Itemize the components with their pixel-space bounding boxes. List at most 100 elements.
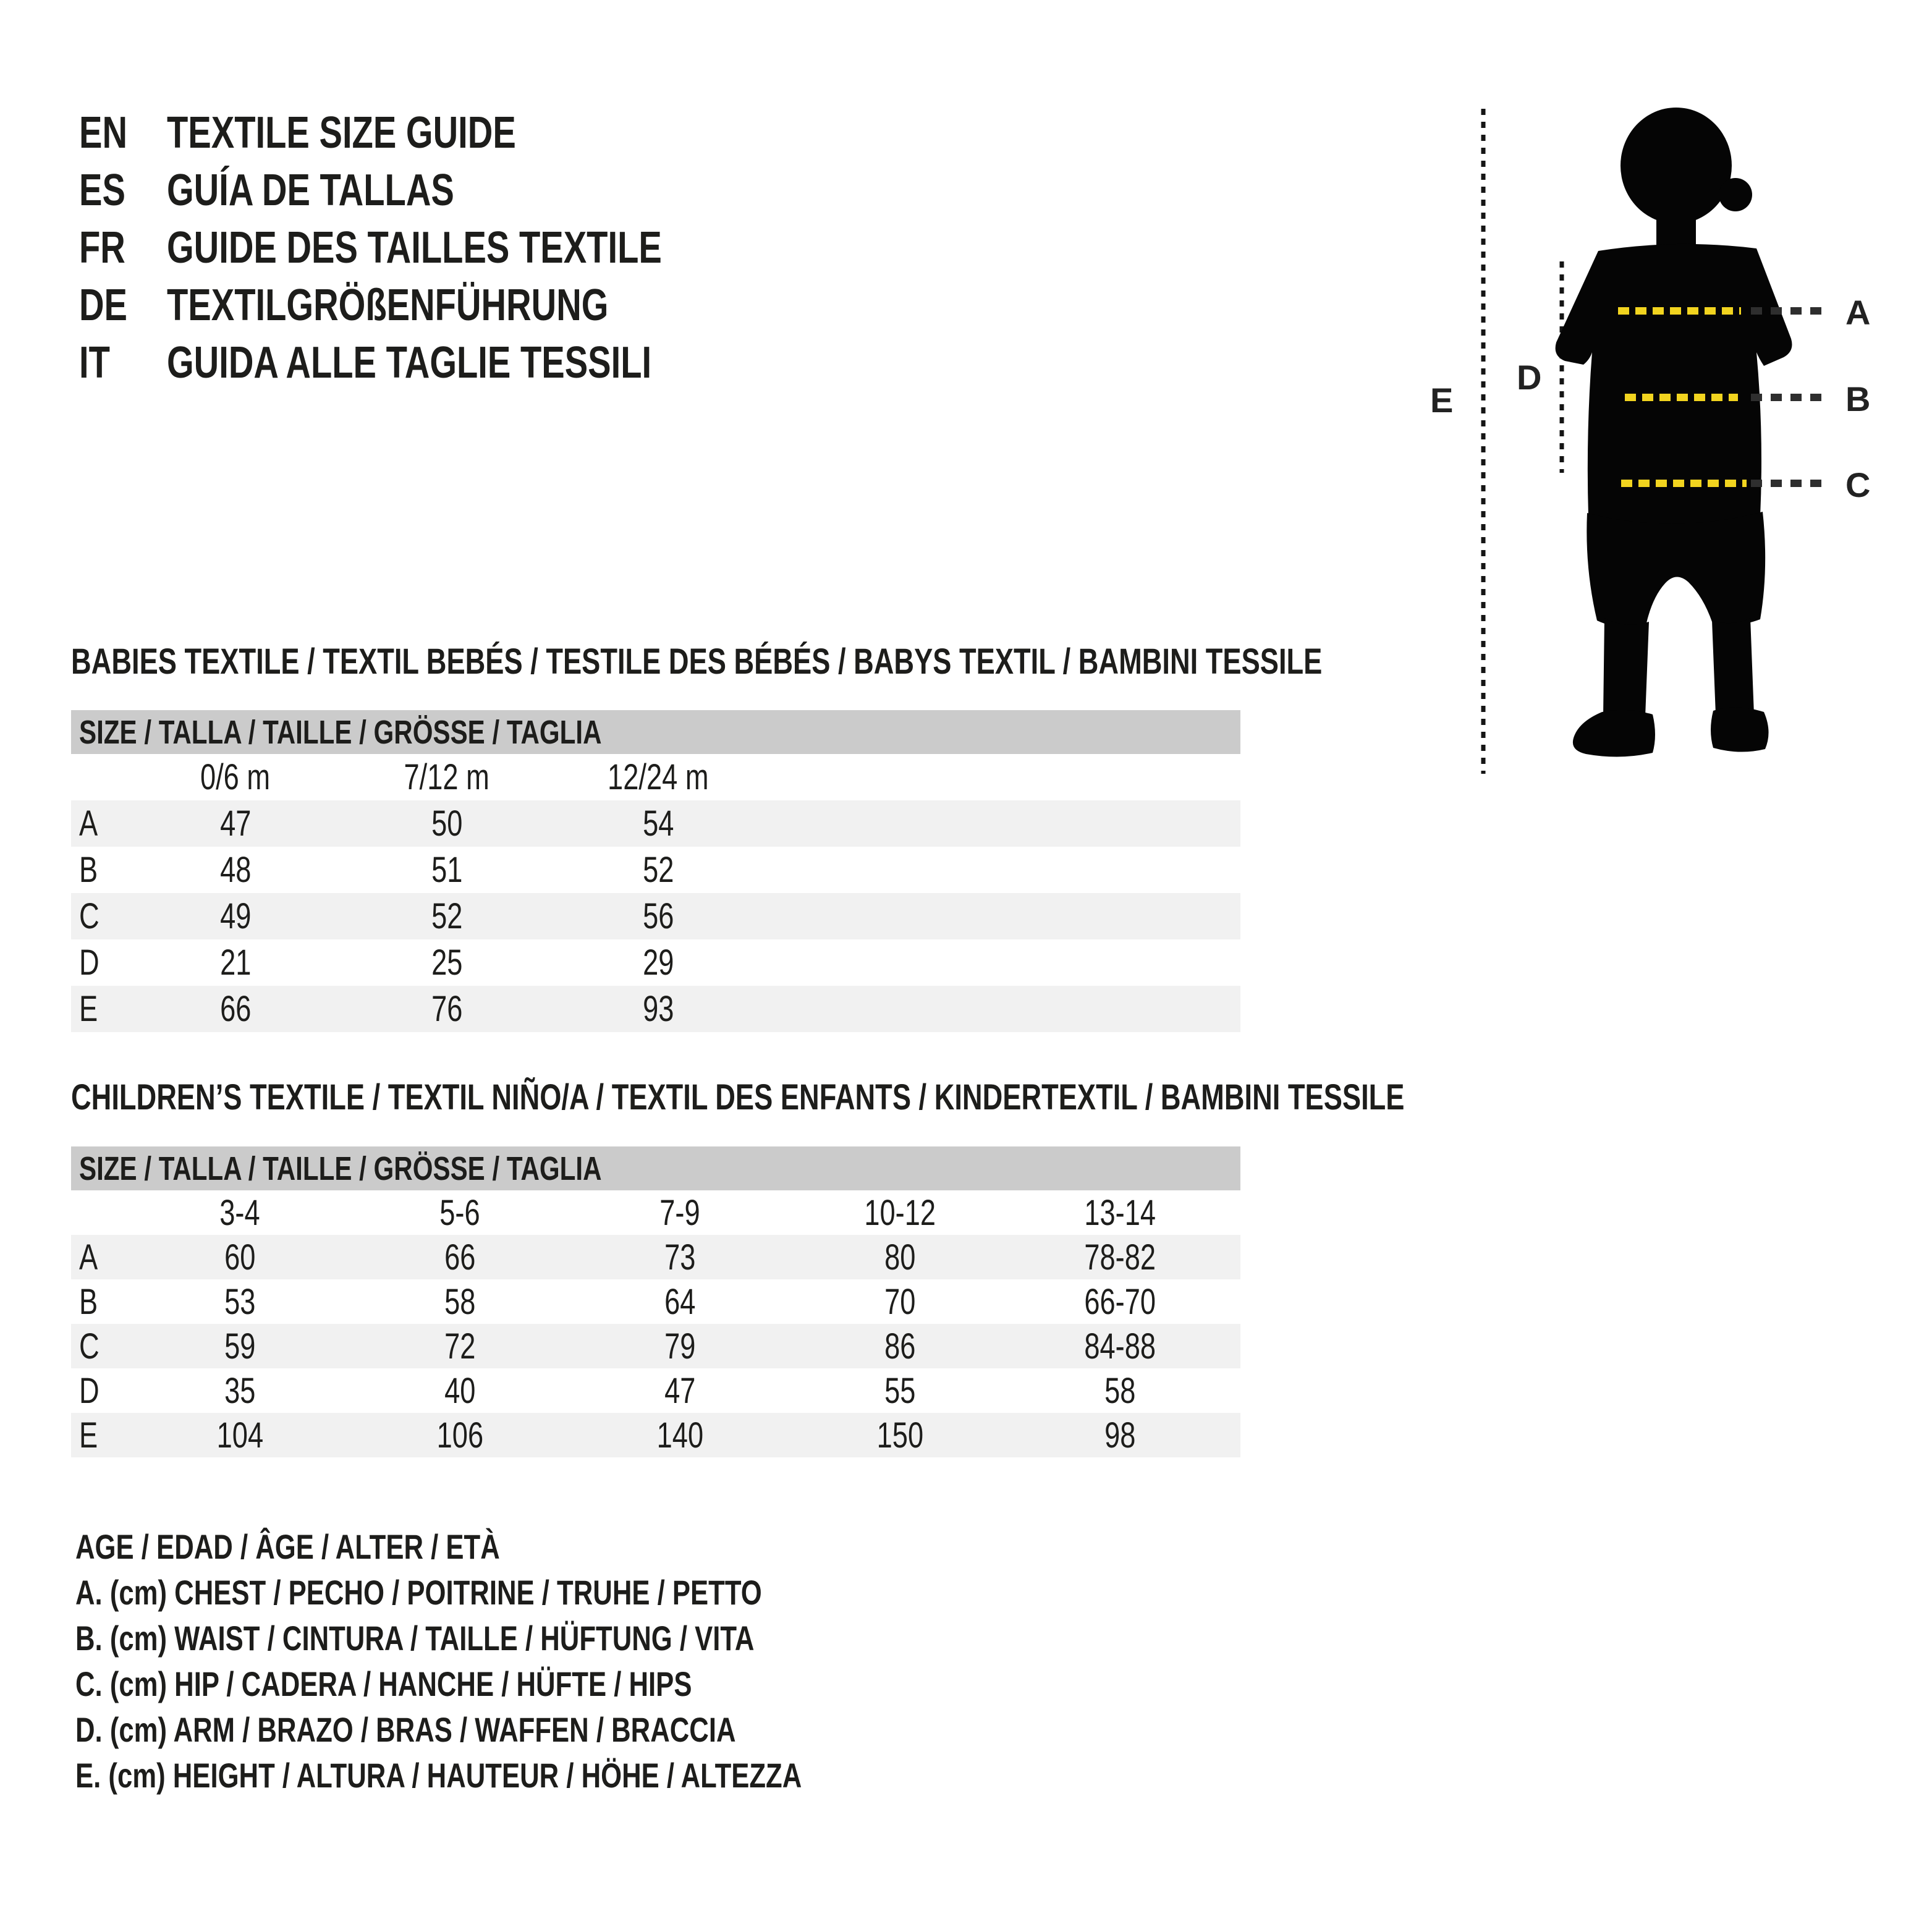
- left-shoe: [1572, 710, 1655, 757]
- table-row: B 48 51 52: [71, 847, 1240, 893]
- page-title-es: GUÍA DE TALLAS: [167, 165, 454, 215]
- hip-label: C: [1845, 465, 1870, 504]
- cell: 73: [664, 1237, 696, 1277]
- table-row: C 49 52 56: [71, 893, 1240, 939]
- language-row-en: EN TEXTILE SIZE GUIDE: [79, 104, 802, 161]
- table-row: D 35 40 47 55 58: [71, 1368, 1240, 1413]
- cell: 79: [664, 1326, 696, 1366]
- cell: 52: [431, 896, 463, 936]
- cell: 40: [444, 1370, 476, 1411]
- legend-waist: B. (cm) WAIST / CINTURA / TAILLE / HÜFTU…: [75, 1619, 755, 1658]
- cell: 98: [1104, 1415, 1136, 1455]
- cell: 51: [431, 850, 463, 890]
- babies-section: BABIES TEXTILE / TEXTIL BEBÉS / TESTILE …: [71, 642, 1323, 1032]
- cell: 47: [664, 1370, 696, 1411]
- shirt-shape: [1555, 244, 1792, 533]
- row-label: E: [79, 1415, 98, 1455]
- row-label: E: [79, 989, 98, 1029]
- babies-column-header: 12/24 m: [608, 757, 709, 797]
- row-label: C: [79, 1326, 100, 1366]
- babies-column-header-row: 0/6 m 7/12 m 12/24 m: [71, 754, 1240, 800]
- cell: 70: [884, 1281, 916, 1322]
- children-section: CHILDREN’S TEXTILE / TEXTIL NIÑO/A / TEX…: [71, 1077, 1405, 1457]
- cell: 140: [656, 1415, 703, 1455]
- cell: 76: [431, 989, 463, 1029]
- cell: 54: [642, 803, 674, 844]
- cell: 58: [444, 1281, 476, 1322]
- right-shoe: [1711, 707, 1769, 752]
- row-label: D: [79, 943, 100, 983]
- cell: 29: [642, 943, 674, 983]
- legend-age: AGE / EDAD / ÂGE / ALTER / ETÀ: [75, 1527, 500, 1566]
- table-row: D 21 25 29: [71, 939, 1240, 986]
- legend-arm: D. (cm) ARM / BRAZO / BRAS / WAFFEN / BR…: [75, 1710, 736, 1749]
- table-row: E 104 106 140 150 98: [71, 1413, 1240, 1457]
- children-column-header-row: 3-4 5-6 7-9 10-12 13-14: [71, 1190, 1240, 1235]
- cell: 60: [224, 1237, 256, 1277]
- cell: 56: [642, 896, 674, 936]
- hair-tuft: [1719, 178, 1752, 211]
- language-row-de: DE TEXTILGRÖßENFÜHRUNG: [79, 276, 802, 334]
- language-code: EN: [79, 108, 128, 158]
- babies-size-header-bar: SIZE / TALLA / TAILLE / GRÖSSE / TAGLIA: [71, 710, 1240, 754]
- legend-chest: A. (cm) CHEST / PECHO / POITRINE / TRUHE…: [75, 1573, 762, 1612]
- row-label: B: [79, 1281, 98, 1322]
- height-label: E: [1430, 381, 1453, 420]
- language-code: DE: [79, 280, 128, 330]
- language-code: ES: [79, 165, 125, 215]
- page-title-de: TEXTILGRÖßENFÜHRUNG: [167, 280, 609, 330]
- babies-column-header: 7/12 m: [404, 757, 490, 797]
- children-column-header: 5-6: [439, 1192, 480, 1233]
- language-code: IT: [79, 337, 110, 388]
- cell: 50: [431, 803, 463, 844]
- cell: 58: [1104, 1370, 1136, 1411]
- babies-title: BABIES TEXTILE / TEXTIL BEBÉS / TESTILE …: [71, 642, 1323, 682]
- table-row: C 59 72 79 86 84-88: [71, 1324, 1240, 1368]
- children-size-header-label: SIZE / TALLA / TAILLE / GRÖSSE / TAGLIA: [79, 1150, 602, 1187]
- cell: 80: [884, 1237, 916, 1277]
- language-row-fr: FR GUIDE DES TAILLES TEXTILE: [79, 219, 802, 276]
- page-title-fr: GUIDE DES TAILLES TEXTILE: [167, 222, 662, 273]
- row-label: D: [79, 1370, 100, 1411]
- cell: 64: [664, 1281, 696, 1322]
- measurement-legend: AGE / EDAD / ÂGE / ALTER / ETÀ A. (cm) C…: [75, 1524, 1007, 1799]
- legend-hip: C. (cm) HIP / CADERA / HANCHE / HÜFTE / …: [75, 1664, 692, 1703]
- cell: 21: [219, 943, 252, 983]
- row-label: B: [79, 850, 98, 890]
- language-row-es: ES GUÍA DE TALLAS: [79, 161, 802, 219]
- cell: 48: [219, 850, 252, 890]
- child-silhouette: [1555, 108, 1792, 757]
- cell: 78-82: [1084, 1237, 1156, 1277]
- language-title-list: EN TEXTILE SIZE GUIDE ES GUÍA DE TALLAS …: [79, 104, 802, 391]
- legend-height: E. (cm) HEIGHT / ALTURA / HAUTEUR / HÖHE…: [75, 1756, 802, 1795]
- cell: 72: [444, 1326, 476, 1366]
- row-label: C: [79, 896, 100, 936]
- row-label: A: [79, 803, 98, 844]
- table-row: A 47 50 54: [71, 800, 1240, 847]
- arm-label: D: [1517, 358, 1541, 397]
- babies-size-header-label: SIZE / TALLA / TAILLE / GRÖSSE / TAGLIA: [79, 713, 602, 751]
- cell: 93: [642, 989, 674, 1029]
- cell: 66-70: [1084, 1281, 1156, 1322]
- cell: 53: [224, 1281, 256, 1322]
- table-row: B 53 58 64 70 66-70: [71, 1279, 1240, 1324]
- waist-label: B: [1845, 379, 1870, 418]
- language-row-it: IT GUIDA ALLE TAGLIE TESSILI: [79, 334, 802, 391]
- table-row: E 66 76 93: [71, 986, 1240, 1032]
- cell: 35: [224, 1370, 256, 1411]
- cell: 55: [884, 1370, 916, 1411]
- cell: 47: [219, 803, 252, 844]
- cell: 86: [884, 1326, 916, 1366]
- children-column-header: 10-12: [864, 1192, 936, 1233]
- page-title-en: TEXTILE SIZE GUIDE: [167, 108, 516, 158]
- children-title: CHILDREN’S TEXTILE / TEXTIL NIÑO/A / TEX…: [71, 1077, 1405, 1117]
- children-column-header: 13-14: [1084, 1192, 1156, 1233]
- right-leg: [1712, 618, 1754, 718]
- measurement-figure: A B C D E: [1430, 108, 1870, 774]
- children-column-header: 7-9: [659, 1192, 700, 1233]
- chest-label: A: [1845, 293, 1870, 332]
- cell: 66: [444, 1237, 476, 1277]
- cell: 150: [876, 1415, 923, 1455]
- babies-column-header: 0/6 m: [200, 757, 271, 797]
- cell: 104: [216, 1415, 263, 1455]
